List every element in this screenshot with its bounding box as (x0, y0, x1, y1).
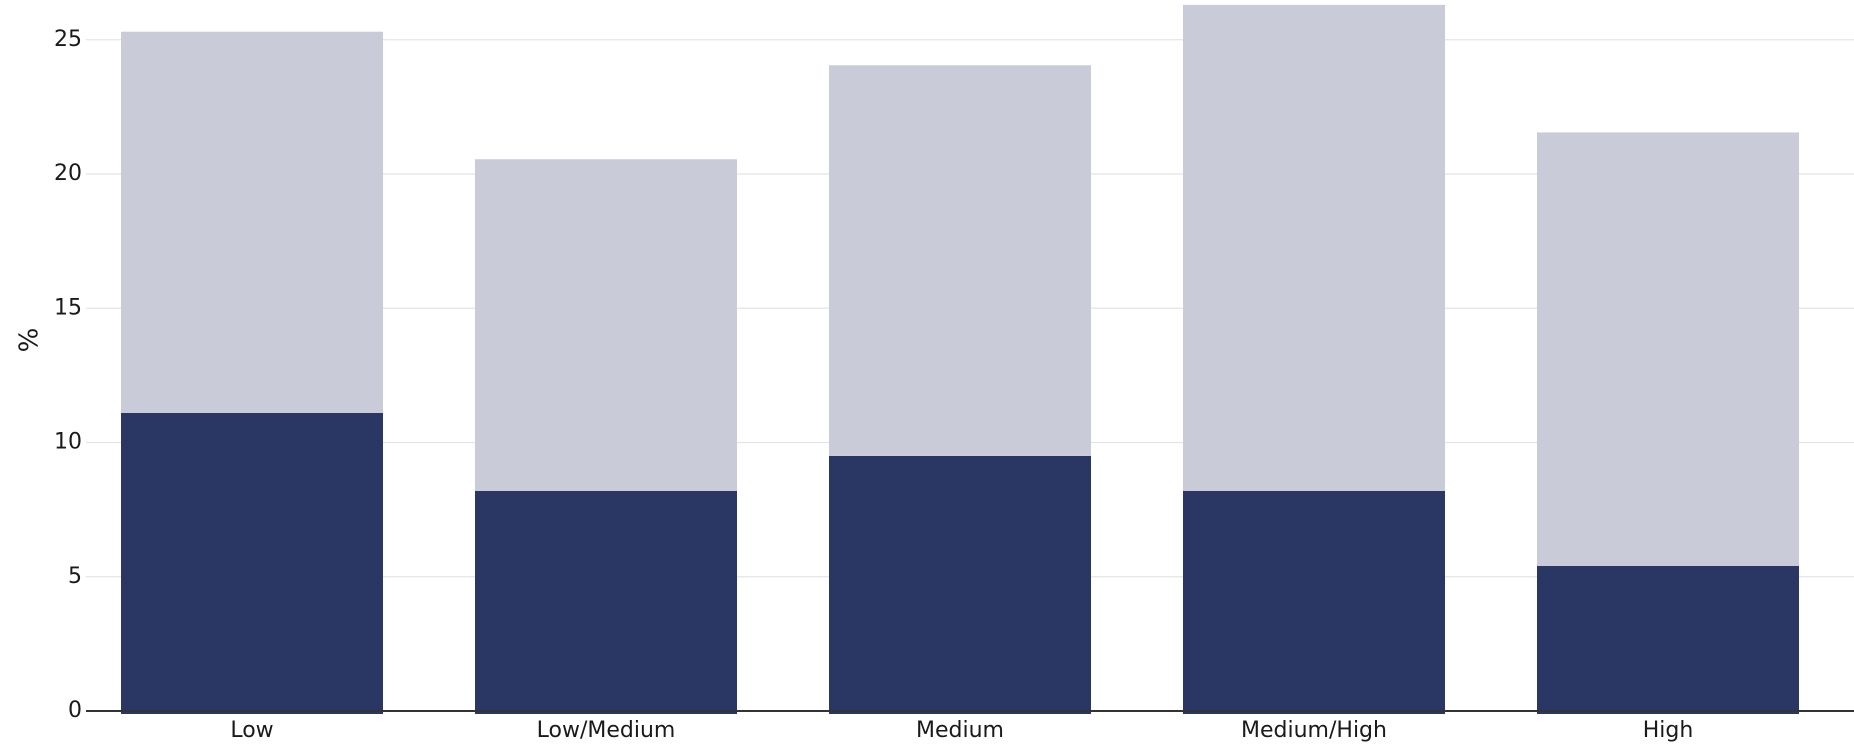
y-tick-label: 0 (68, 698, 82, 723)
y-tick-label: 20 (54, 161, 82, 186)
x-tick-label: Medium (916, 718, 1004, 743)
y-tick-label: 25 (54, 27, 82, 52)
x-tick-label: Low/Medium (537, 718, 676, 743)
bar-segment-top (475, 159, 737, 491)
bar-segment-bottom (1537, 566, 1799, 714)
bar-segment-top (1537, 132, 1799, 567)
bars (121, 4, 1799, 714)
bar-segment-bottom (829, 455, 1091, 714)
y-tick-label: 15 (54, 295, 82, 320)
y-tick-label: 10 (54, 430, 82, 455)
bar-segment-top (829, 65, 1091, 456)
x-tick-labels: Low Low/Medium Medium Medium/High High (230, 718, 1693, 743)
y-axis-title: % (15, 328, 45, 353)
x-tick-label: Medium/High (1241, 718, 1387, 743)
x-tick-label: High (1643, 718, 1694, 743)
y-tick-labels: 0 5 10 15 20 25 (54, 27, 82, 723)
bar-segment-top (1183, 4, 1445, 491)
bar-segment-bottom (1183, 490, 1445, 714)
bar-segment-top (121, 31, 383, 413)
y-tick-label: 5 (68, 564, 82, 589)
x-tick-label: Low (230, 718, 273, 743)
bar-segment-bottom (121, 412, 383, 714)
bar-segment-bottom (475, 490, 737, 714)
